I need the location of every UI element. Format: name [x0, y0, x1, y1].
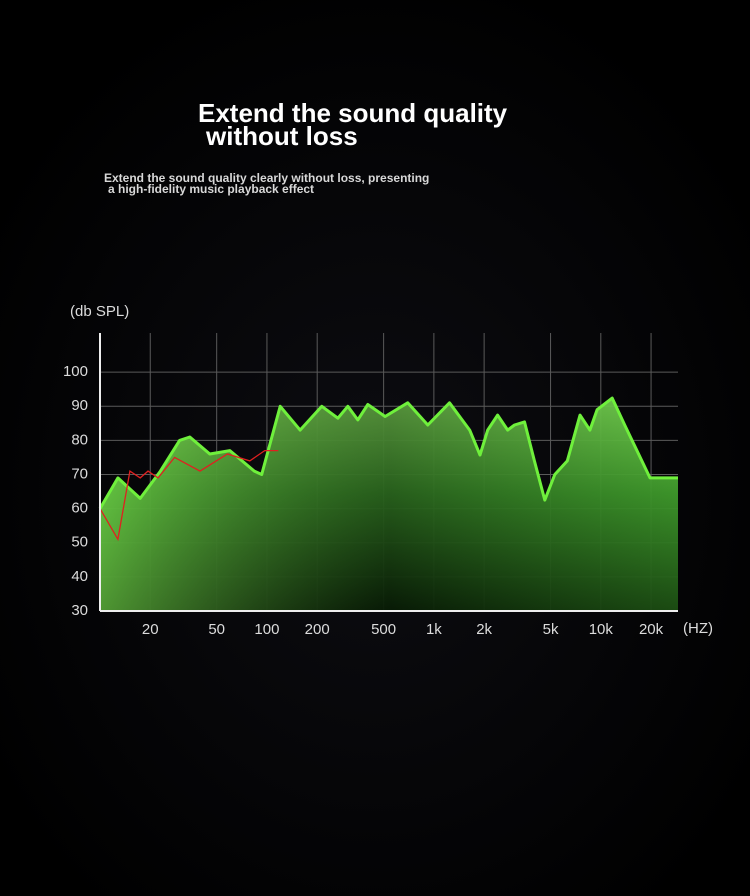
- x-tick-label: 10k: [589, 621, 614, 638]
- y-tick-label: 30: [71, 602, 88, 619]
- y-tick-label: 90: [71, 397, 88, 414]
- subtitle-line: Extend the sound quality clearly without…: [104, 171, 429, 185]
- y-tick-label: 60: [71, 500, 88, 517]
- x-tick-label: 5k: [543, 621, 559, 638]
- x-tick-label: 2k: [476, 621, 492, 638]
- response-line: [99, 449, 279, 542]
- x-tick-label: 1k: [426, 621, 442, 638]
- x-tick-label: 20: [142, 621, 159, 638]
- y-tick-label: 40: [71, 568, 88, 585]
- y-tick-label: 80: [71, 431, 88, 448]
- x-tick-label: 50: [208, 621, 225, 638]
- area-shade: [100, 398, 678, 611]
- y-tick-label: 100: [63, 363, 88, 380]
- x-tick-label: 200: [305, 621, 330, 638]
- area-outline: [98, 396, 678, 510]
- x-axis-label: (HZ): [683, 620, 713, 637]
- x-tick-label: 500: [371, 621, 396, 638]
- title-line: Extend the sound quality: [198, 98, 508, 128]
- title-line: without loss: [205, 121, 358, 151]
- y-axis-label: (db SPL): [70, 303, 129, 320]
- y-tick-label: 70: [71, 465, 88, 482]
- subtitle-line: a high-fidelity music playback effect: [108, 182, 314, 196]
- x-tick-label: 20k: [639, 621, 664, 638]
- x-tick-label: 100: [254, 621, 279, 638]
- y-tick-label: 50: [71, 534, 88, 551]
